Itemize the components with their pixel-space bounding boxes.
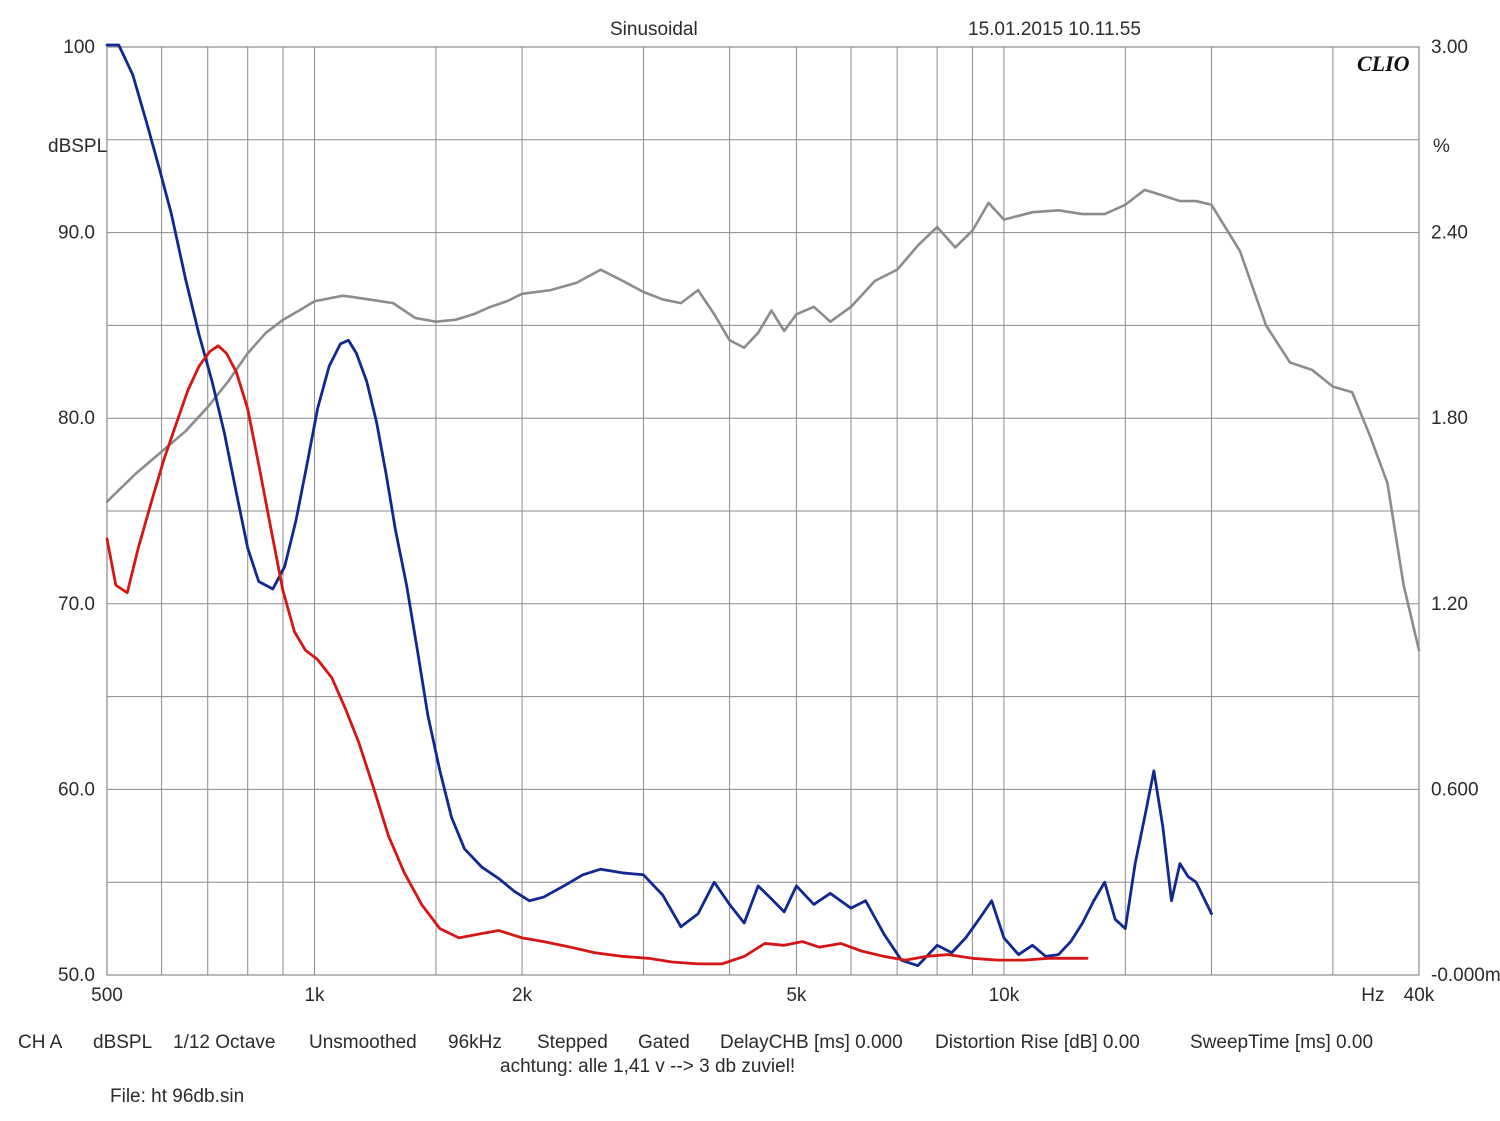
footer-note: achtung: alle 1,41 v --> 3 db zuviel!	[500, 1056, 795, 1077]
footer-token: 1/12 Octave	[173, 1032, 275, 1053]
x-unit: Hz	[1361, 985, 1384, 1006]
x-tick: 10k	[989, 985, 1020, 1006]
x-tick: 500	[91, 985, 123, 1006]
x-tick: 5k	[786, 985, 807, 1006]
chart-container: { "header": { "title": "Sinusoidal", "ti…	[0, 0, 1500, 1121]
x-tick: 1k	[304, 985, 325, 1006]
y-left-unit: dBSPL	[48, 136, 107, 157]
footer-token: dBSPL	[93, 1032, 152, 1053]
y-right-tick: 0.600	[1431, 779, 1479, 800]
footer-token: SweepTime [ms] 0.00	[1190, 1032, 1373, 1053]
y-left-tick: 100	[63, 37, 95, 58]
y-right-tick: 3.00	[1431, 37, 1468, 58]
footer-token: Stepped	[537, 1032, 608, 1053]
y-right-tick: 1.80	[1431, 408, 1468, 429]
y-left-tick: 60.0	[58, 779, 95, 800]
footer-file: File: ht 96db.sin	[110, 1086, 244, 1107]
footer-token: CH A	[18, 1032, 63, 1053]
footer-token: Distortion Rise [dB] 0.00	[935, 1032, 1140, 1053]
chart-timestamp: 15.01.2015 10.11.55	[968, 19, 1141, 40]
brand-label: CLIO	[1357, 51, 1410, 76]
y-right-tick: -0.000m	[1431, 965, 1500, 986]
y-left-tick: 80.0	[58, 408, 95, 429]
chart-svg: Sinusoidal 15.01.2015 10.11.55 CLIO 50.0 60.…	[0, 0, 1500, 1121]
footer-token: Unsmoothed	[309, 1032, 417, 1053]
y-right-tick: 1.20	[1431, 594, 1468, 615]
y-left-tick: 70.0	[58, 594, 95, 615]
footer-token: 96kHz	[448, 1032, 502, 1053]
x-tick: 2k	[512, 985, 533, 1006]
y-left-tick: 90.0	[58, 223, 95, 244]
x-tick: 40k	[1404, 985, 1435, 1006]
y-right-tick: 2.40	[1431, 223, 1468, 244]
footer-token: Gated	[638, 1032, 690, 1053]
footer-token: DelayCHB [ms] 0.000	[720, 1032, 903, 1053]
y-left-tick: 50.0	[58, 965, 95, 986]
chart-title: Sinusoidal	[610, 19, 698, 40]
y-right-unit: %	[1433, 136, 1450, 157]
